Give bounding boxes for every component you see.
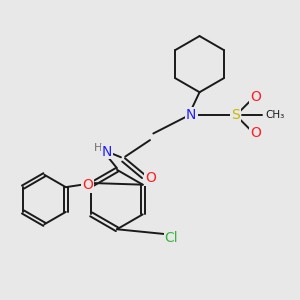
Text: O: O [250,127,261,140]
Text: S: S [232,108,240,122]
Text: N: N [102,145,112,159]
Text: O: O [250,90,261,104]
Text: N: N [186,108,196,122]
Text: CH₃: CH₃ [266,110,285,120]
Text: O: O [82,178,93,192]
Text: O: O [145,171,156,185]
Text: Cl: Cl [165,230,178,244]
Text: H: H [94,143,102,153]
